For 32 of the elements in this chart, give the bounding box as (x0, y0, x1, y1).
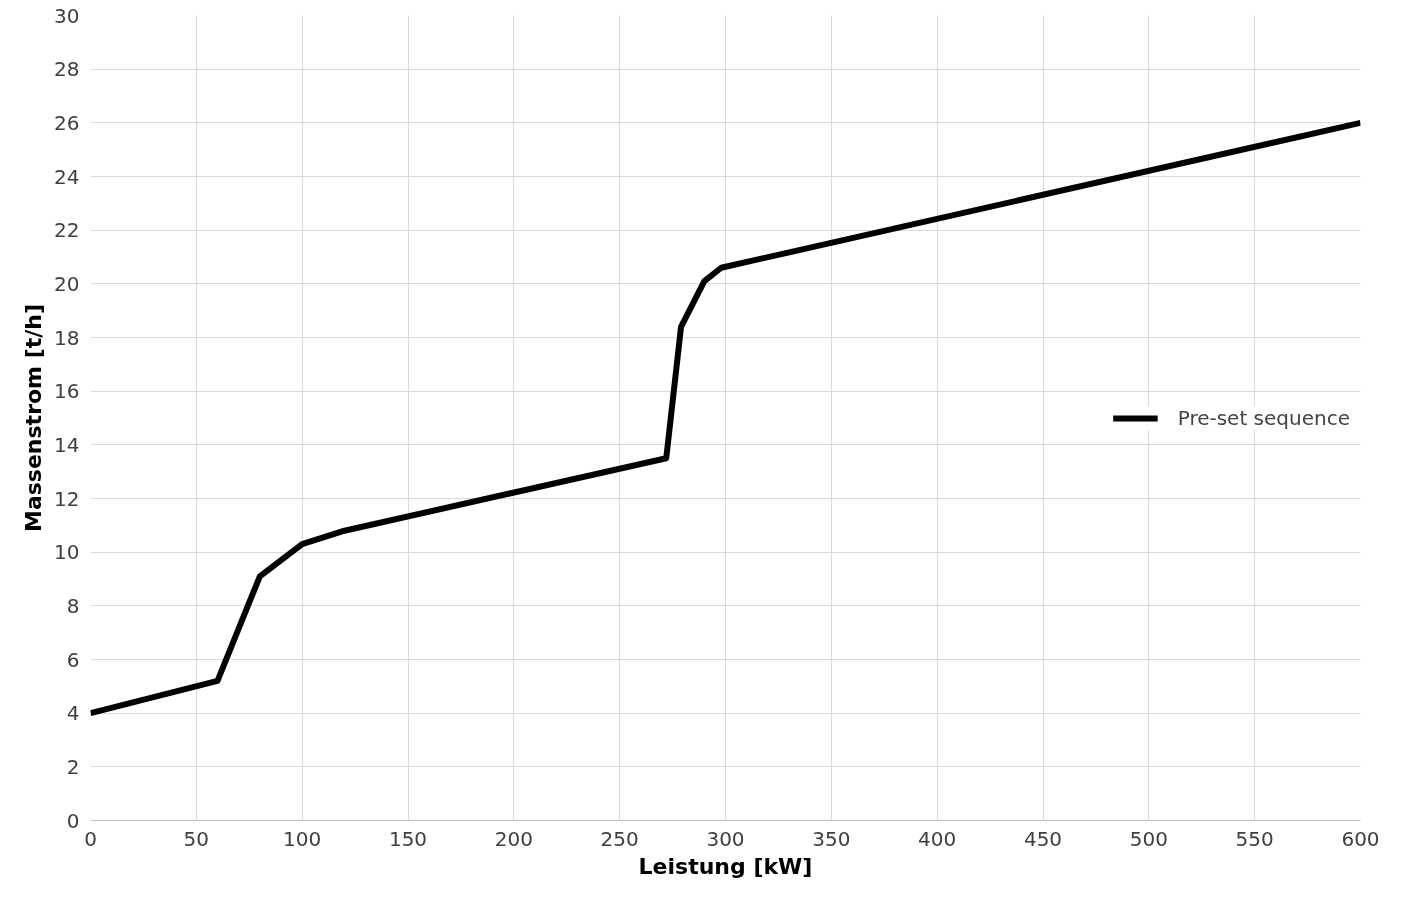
x-tick-label: 550 (1235, 826, 1274, 851)
y-tick-label: 22 (54, 218, 80, 243)
x-tick-label: 200 (494, 826, 533, 851)
x-tick-label: 150 (388, 826, 428, 851)
x-tick-label: 450 (1023, 826, 1063, 851)
y-tick-label: 24 (54, 164, 80, 189)
x-tick-label: 400 (918, 826, 957, 851)
x-axis-title: Leistung [kW] (638, 853, 813, 879)
y-axis-title: Massenstrom [t/h] (21, 304, 47, 532)
y-tick-label: 20 (54, 271, 80, 296)
x-tick-label: 350 (812, 826, 851, 851)
y-tick-label: 0 (66, 808, 80, 833)
y-tick-label: 16 (54, 379, 80, 404)
y-tick-label: 26 (54, 110, 80, 135)
x-tick-label: 600 (1341, 826, 1380, 851)
y-tick-label: 4 (66, 701, 80, 726)
x-tick-label: 50 (183, 826, 210, 851)
y-tick-label: 6 (66, 647, 80, 672)
y-tick-label: 28 (54, 57, 80, 82)
legend-label: Pre-set sequence (1177, 405, 1350, 430)
y-tick-label: 10 (54, 540, 80, 565)
y-tick-label: 30 (54, 3, 80, 28)
x-tick-label: 100 (283, 826, 322, 851)
x-tick-label: 0 (84, 826, 97, 851)
y-tick-label: 2 (66, 754, 80, 779)
x-tick-label: 300 (706, 826, 745, 851)
y-tick-label: 8 (66, 593, 80, 618)
x-tick-label: 250 (600, 826, 639, 851)
y-tick-label: 12 (54, 486, 80, 511)
x-tick-label: 500 (1129, 826, 1168, 851)
y-tick-label: 14 (54, 432, 80, 457)
y-tick-label: 18 (54, 325, 80, 350)
